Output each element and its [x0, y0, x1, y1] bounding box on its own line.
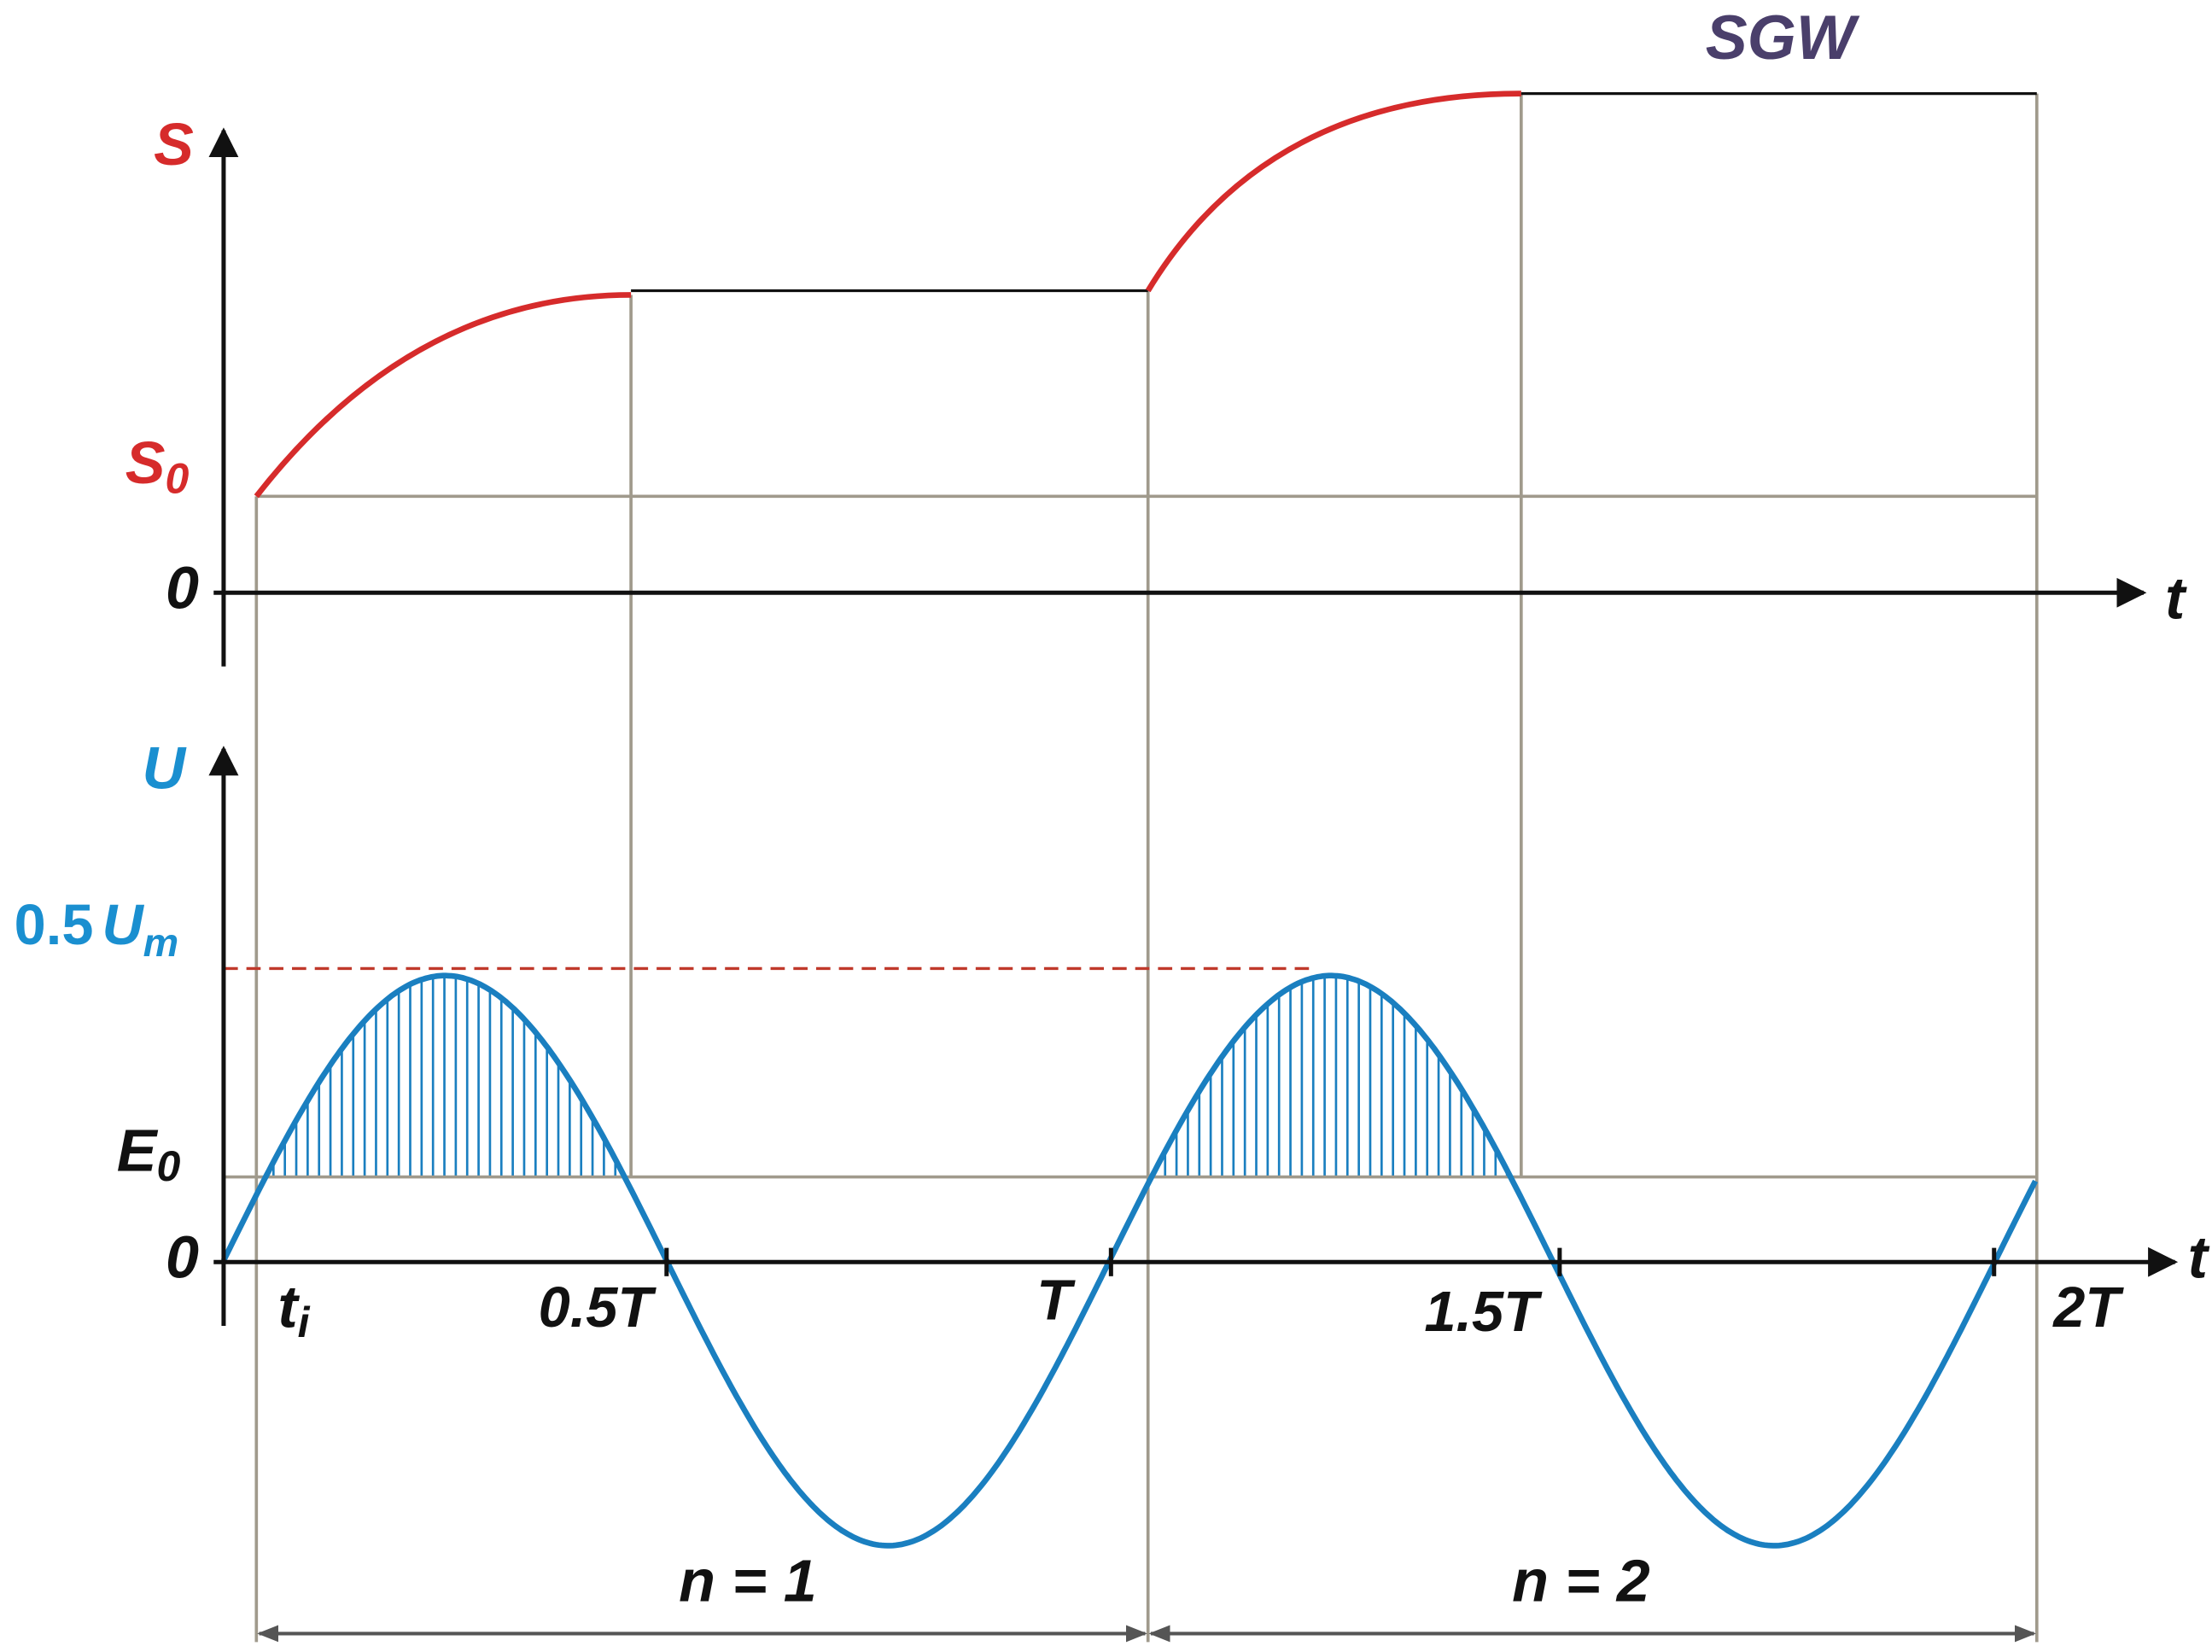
- tick-label: 0.5T: [539, 1276, 657, 1340]
- axes: [208, 127, 2179, 1326]
- tick-label: 1.5T: [1424, 1281, 1543, 1344]
- ti-label: ti: [277, 1274, 310, 1346]
- tick-label: 2T: [2051, 1276, 2124, 1340]
- e0-label: E0: [117, 1118, 181, 1190]
- top-zero-label: 0: [166, 555, 199, 622]
- tick-label: T: [1036, 1270, 1076, 1333]
- u-axis-label: U: [143, 735, 187, 802]
- s0-label: S0: [125, 430, 190, 503]
- span-label: n = 1: [679, 1548, 817, 1614]
- hatching: [271, 975, 1509, 1177]
- guide-lines: [223, 93, 2039, 1643]
- s-curve: [254, 90, 2037, 499]
- peak-label: 0.5 Um: [15, 894, 179, 966]
- sine-wave: [220, 972, 2039, 1549]
- span-label: n = 2: [1512, 1548, 1650, 1614]
- title: SGW: [1706, 3, 1860, 73]
- top-t-label: t: [2165, 564, 2187, 631]
- bottom-zero-label: 0: [166, 1224, 199, 1291]
- s-axis-label: S: [154, 111, 194, 178]
- bottom-t-label: t: [2188, 1224, 2210, 1291]
